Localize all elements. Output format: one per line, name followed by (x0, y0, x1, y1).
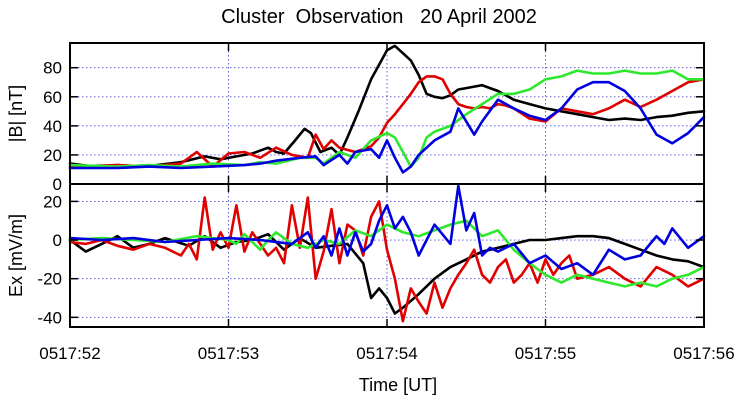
series-line-3 (68, 219, 706, 288)
series-line-2 (68, 196, 706, 323)
x-tick-label: 0517:52 (39, 344, 100, 363)
y-tick-label: 0 (53, 175, 62, 194)
y-tick-label: 60 (43, 88, 62, 107)
x-tick-label: 0517:54 (356, 344, 417, 363)
x-tick-label: 0517:56 (673, 344, 734, 363)
y-tick-label: 40 (43, 117, 62, 136)
y-tick-label: 20 (43, 192, 62, 211)
y-tick-label: -20 (37, 270, 62, 289)
y-tick-label: 20 (43, 146, 62, 165)
plot-frame (69, 183, 705, 328)
y-tick-label: 0 (53, 231, 62, 250)
y-axis-label: Ex [mV/m] (6, 214, 26, 297)
y-axis-label: |B| [nT] (6, 85, 26, 142)
x-tick-label: 0517:53 (198, 344, 259, 363)
series-line-4 (68, 184, 706, 277)
series-line-2 (68, 75, 706, 168)
y-tick-label: -40 (37, 308, 62, 327)
x-axis-label: Time [UT] (359, 375, 437, 395)
series-line-1 (68, 44, 706, 168)
y-tick-label: 80 (43, 59, 62, 78)
chart-title: Cluster Observation 20 April 2002 (221, 6, 537, 28)
panel-b-field: 0 20 40 60 80 |B| [nT] (6, 42, 706, 194)
panel-ex-field: -40 -20 0 20 0517:52 0517:53 0517:54 0517:55 051… (6, 183, 735, 395)
series-line-4 (68, 80, 706, 174)
x-tick-label: 0517:55 (515, 344, 576, 363)
